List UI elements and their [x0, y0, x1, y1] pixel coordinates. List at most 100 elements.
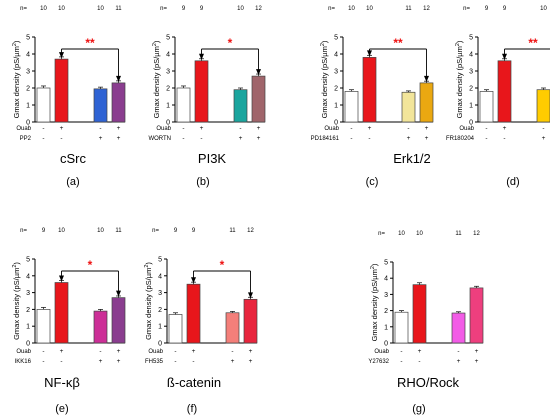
panel-label: (e) [55, 403, 68, 415]
y-axis-label: Gmax density (pS/µm2) [370, 263, 379, 341]
y-tick-label: 0 [26, 341, 30, 348]
panel-label: (g) [412, 403, 425, 415]
ouab-sign: - [239, 125, 241, 132]
inhibitor-sign: - [400, 358, 402, 365]
bar [176, 87, 191, 123]
arrow-head [199, 53, 204, 60]
y-tick-label: 0 [166, 120, 170, 127]
ouab-sign: + [117, 125, 121, 132]
ouab-sign: + [192, 348, 196, 355]
n-value: 10 [58, 6, 65, 12]
y-tick-label: 3 [166, 69, 170, 76]
inhibitor-sign: + [542, 135, 546, 142]
bar [111, 297, 126, 344]
ouab-sign: + [200, 125, 204, 132]
inhibitor-sign: + [407, 135, 411, 142]
n-value: 9 [174, 228, 178, 234]
n-value: 10 [540, 6, 547, 12]
y-tick-label: 5 [26, 257, 30, 264]
n-value: 11 [229, 228, 236, 234]
n-prefix: n= [20, 228, 27, 234]
n-value: 10 [366, 6, 373, 12]
n-prefix: n= [463, 6, 470, 12]
n-value: 9 [200, 6, 204, 12]
n-value: 11 [115, 6, 122, 12]
y-tick-label: 0 [469, 120, 473, 127]
ouab-sign: + [117, 348, 121, 355]
ouab-sign: - [42, 348, 44, 355]
ouab-sign: - [99, 348, 101, 355]
inhibitor-sign: + [257, 135, 261, 142]
y-tick-label: 1 [26, 103, 30, 110]
ouab-label: Ouab [16, 126, 31, 132]
n-value: 10 [97, 228, 104, 234]
bar [54, 282, 69, 344]
ouab-label: Ouab [459, 126, 474, 132]
y-axis-label-exponent: 2 [455, 43, 461, 46]
panel-label: (a) [66, 176, 79, 188]
arrow-head [248, 292, 253, 299]
inhibitor-label: PP2 [20, 136, 32, 142]
y-tick-label: 2 [158, 307, 162, 314]
y-axis-label-unit: (pS/µm [370, 269, 379, 293]
y-tick-label: 1 [158, 324, 162, 331]
inhibitor-sign: + [99, 135, 103, 142]
y-tick-label: 4 [334, 52, 338, 59]
significance-marker: * [220, 258, 225, 272]
bar [93, 88, 108, 123]
y-axis-label-main: Gmax density [144, 292, 153, 340]
n-value: 11 [115, 228, 122, 234]
n-value: 12 [473, 231, 480, 237]
y-axis-label: Gmax density (pS/µm2) [12, 262, 21, 340]
ouab-sign: - [350, 125, 352, 132]
bar [54, 58, 69, 123]
inhibitor-sign: - [174, 358, 176, 365]
panel-label: (f) [187, 403, 197, 415]
n-prefix: n= [20, 6, 27, 12]
ouab-sign: - [457, 348, 459, 355]
y-tick-label: 0 [334, 120, 338, 127]
bar [168, 314, 183, 344]
y-tick-label: 1 [334, 103, 338, 110]
inhibitor-sign: - [182, 135, 184, 142]
y-axis-label: Gmax density (pS/µm2) [455, 40, 464, 118]
inhibitor-label: IKK16 [15, 359, 32, 365]
ouab-sign: + [257, 125, 261, 132]
y-tick-label: 5 [384, 260, 388, 267]
arrow-head [59, 275, 64, 282]
n-value: 12 [247, 228, 254, 234]
y-tick-label: 5 [158, 257, 162, 264]
y-axis-label-exponent: 2 [320, 43, 326, 46]
y-tick-label: 4 [384, 276, 388, 283]
y-tick-label: 2 [469, 86, 473, 93]
ouab-sign: + [418, 348, 422, 355]
ouab-sign: - [400, 348, 402, 355]
y-axis-label-main: Gmax density [320, 70, 329, 118]
inhibitor-sign: - [503, 135, 505, 142]
inhibitor-sign: - [60, 135, 62, 142]
y-tick-label: 2 [334, 86, 338, 93]
arrow-head [116, 290, 121, 297]
y-tick-label: 3 [469, 69, 473, 76]
y-tick-label: 1 [166, 103, 170, 110]
arrow-head [59, 52, 64, 59]
y-tick-label: 3 [384, 292, 388, 299]
bar [36, 87, 51, 123]
inhibitor-sign: + [425, 135, 429, 142]
bar [36, 309, 51, 344]
y-axis-label-exponent: 2 [144, 265, 150, 268]
y-tick-label: 2 [26, 307, 30, 314]
y-tick-label: 3 [26, 69, 30, 76]
inhibitor-label: FR180204 [446, 136, 475, 142]
ouab-sign: - [174, 348, 176, 355]
y-tick-label: 3 [26, 290, 30, 297]
y-tick-label: 3 [334, 69, 338, 76]
y-axis-label-exponent: 2 [152, 43, 158, 46]
y-axis-label-exponent: 2 [12, 265, 18, 268]
y-axis-label-close: ) [12, 262, 21, 265]
y-tick-label: 2 [166, 86, 170, 93]
y-tick-label: 1 [26, 324, 30, 331]
